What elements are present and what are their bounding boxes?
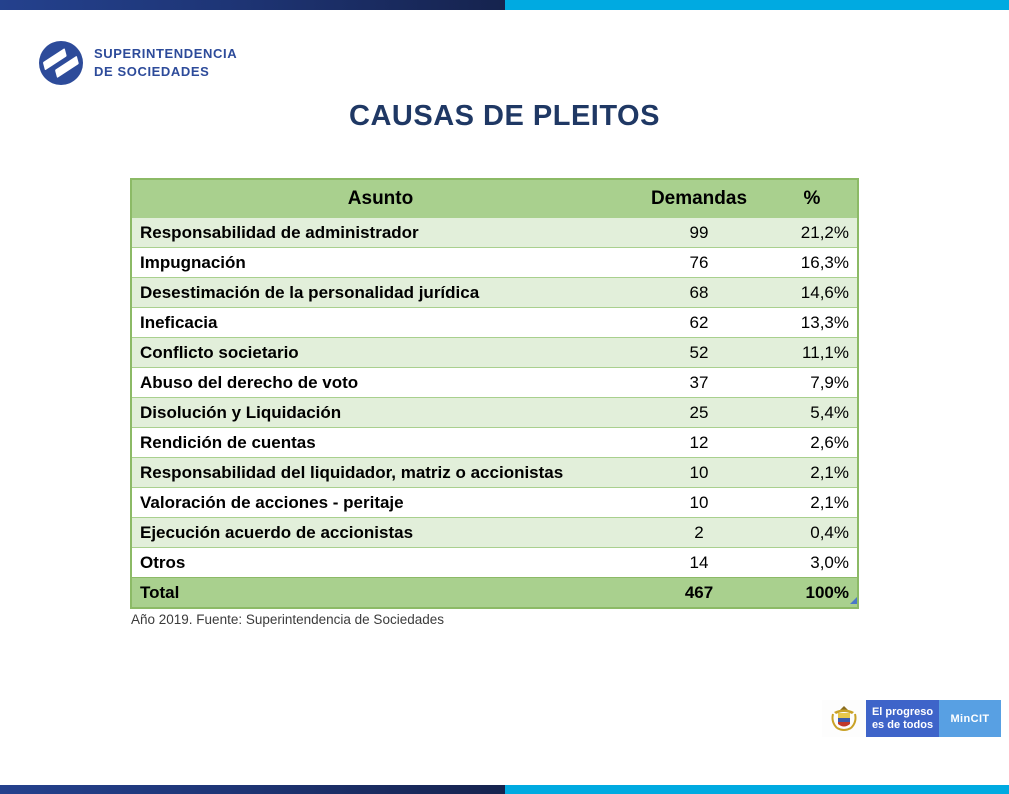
bottom-bar-navy <box>0 785 505 794</box>
bottom-bar-cyan <box>505 785 1009 794</box>
cell-asunto: Otros <box>140 552 186 572</box>
cell-demandas: 25 <box>689 402 709 422</box>
gov-slogan: El progreso es de todos <box>866 700 939 737</box>
table-resize-handle-icon <box>850 597 857 604</box>
supersociedades-logo-text: SUPERINTENDENCIA DE SOCIEDADES <box>94 45 237 80</box>
supersociedades-logo: SUPERINTENDENCIA DE SOCIEDADES <box>38 40 237 86</box>
cell-asunto: Ineficacia <box>140 312 218 332</box>
mincit-label: MinCIT <box>939 700 1001 737</box>
cell-asunto: Responsabilidad del liquidador, matriz o… <box>140 462 564 482</box>
cell-asunto: Desestimación de la personalidad jurídic… <box>140 282 480 302</box>
cell-pct: 7,9% <box>810 372 849 392</box>
cell-asunto: Responsabilidad de administrador <box>140 222 419 242</box>
table-row: Disolución y Liquidación 25 5,4% <box>132 397 857 427</box>
cell-pct: 21,2% <box>800 222 849 242</box>
cell-pct: 16,3% <box>800 252 849 272</box>
government-badge: El progreso es de todos MinCIT <box>822 700 1001 737</box>
cell-asunto: Ejecución acuerdo de accionistas <box>140 522 414 542</box>
cell-pct: 0,4% <box>810 522 849 542</box>
supersociedades-logo-icon <box>38 40 84 86</box>
cell-asunto: Valoración de acciones - peritaje <box>140 492 404 512</box>
table-total-row: Total 467 100% <box>132 577 857 607</box>
cell-demandas: 37 <box>689 372 709 392</box>
table-row: Responsabilidad del liquidador, matriz o… <box>132 457 857 487</box>
cell-demandas: 52 <box>689 342 709 362</box>
total-pct: 100% <box>805 582 849 602</box>
causas-table: Asunto Demandas % Responsabilidad de adm… <box>130 178 859 609</box>
source-caption: Año 2019. Fuente: Superintendencia de So… <box>131 612 444 627</box>
table-row: Valoración de acciones - peritaje 10 2,1… <box>132 487 857 517</box>
cell-asunto: Disolución y Liquidación <box>140 402 342 422</box>
cell-pct: 11,1% <box>802 342 849 362</box>
top-bar-navy <box>0 0 505 10</box>
logo-line2: DE SOCIEDADES <box>94 64 210 79</box>
top-bar-cyan <box>505 0 1009 10</box>
header-pct: % <box>803 187 821 209</box>
header-demandas: Demandas <box>650 187 748 209</box>
cell-demandas: 76 <box>689 252 709 272</box>
colombia-coat-of-arms-icon <box>822 700 866 737</box>
cell-pct: 5,4% <box>810 402 849 422</box>
table-header-row: Asunto Demandas % <box>132 180 857 217</box>
cell-demandas: 68 <box>689 282 709 302</box>
cell-pct: 2,1% <box>810 492 849 512</box>
cell-asunto: Abuso del derecho de voto <box>140 372 359 392</box>
cell-demandas: 10 <box>689 492 709 512</box>
cell-asunto: Conflicto societario <box>140 342 299 362</box>
table-row: Rendición de cuentas 12 2,6% <box>132 427 857 457</box>
cell-demandas: 12 <box>689 432 709 452</box>
cell-demandas: 14 <box>689 552 709 572</box>
cell-demandas: 99 <box>689 222 709 242</box>
cell-asunto: Impugnación <box>140 252 246 272</box>
table-row: Ejecución acuerdo de accionistas 2 0,4% <box>132 517 857 547</box>
table-row: Conflicto societario 52 11,1% <box>132 337 857 367</box>
table-row: Abuso del derecho de voto 37 7,9% <box>132 367 857 397</box>
cell-pct: 13,3% <box>800 312 849 332</box>
cell-pct: 14,6% <box>800 282 849 302</box>
table-row: Otros 14 3,0% <box>132 547 857 577</box>
header-asunto: Asunto <box>347 187 414 209</box>
cell-asunto: Rendición de cuentas <box>140 432 316 452</box>
cell-demandas: 62 <box>689 312 709 332</box>
table-row: Impugnación 76 16,3% <box>132 247 857 277</box>
cell-pct: 2,6% <box>810 432 849 452</box>
gov-slogan-line2: es de todos <box>871 718 934 731</box>
total-label: Total <box>140 582 180 602</box>
cell-pct: 3,0% <box>810 552 849 572</box>
table-row: Responsabilidad de administrador 99 21,2… <box>132 217 857 247</box>
total-demandas: 467 <box>684 582 714 602</box>
page-title: CAUSAS DE PLEITOS <box>349 100 660 132</box>
cell-pct: 2,1% <box>810 462 849 482</box>
gov-slogan-line1: El progreso <box>871 705 934 718</box>
table-row: Ineficacia 62 13,3% <box>132 307 857 337</box>
logo-line1: SUPERINTENDENCIA <box>94 46 238 62</box>
table-row: Desestimación de la personalidad jurídic… <box>132 277 857 307</box>
cell-demandas: 10 <box>689 462 709 482</box>
cell-demandas: 2 <box>694 522 704 542</box>
